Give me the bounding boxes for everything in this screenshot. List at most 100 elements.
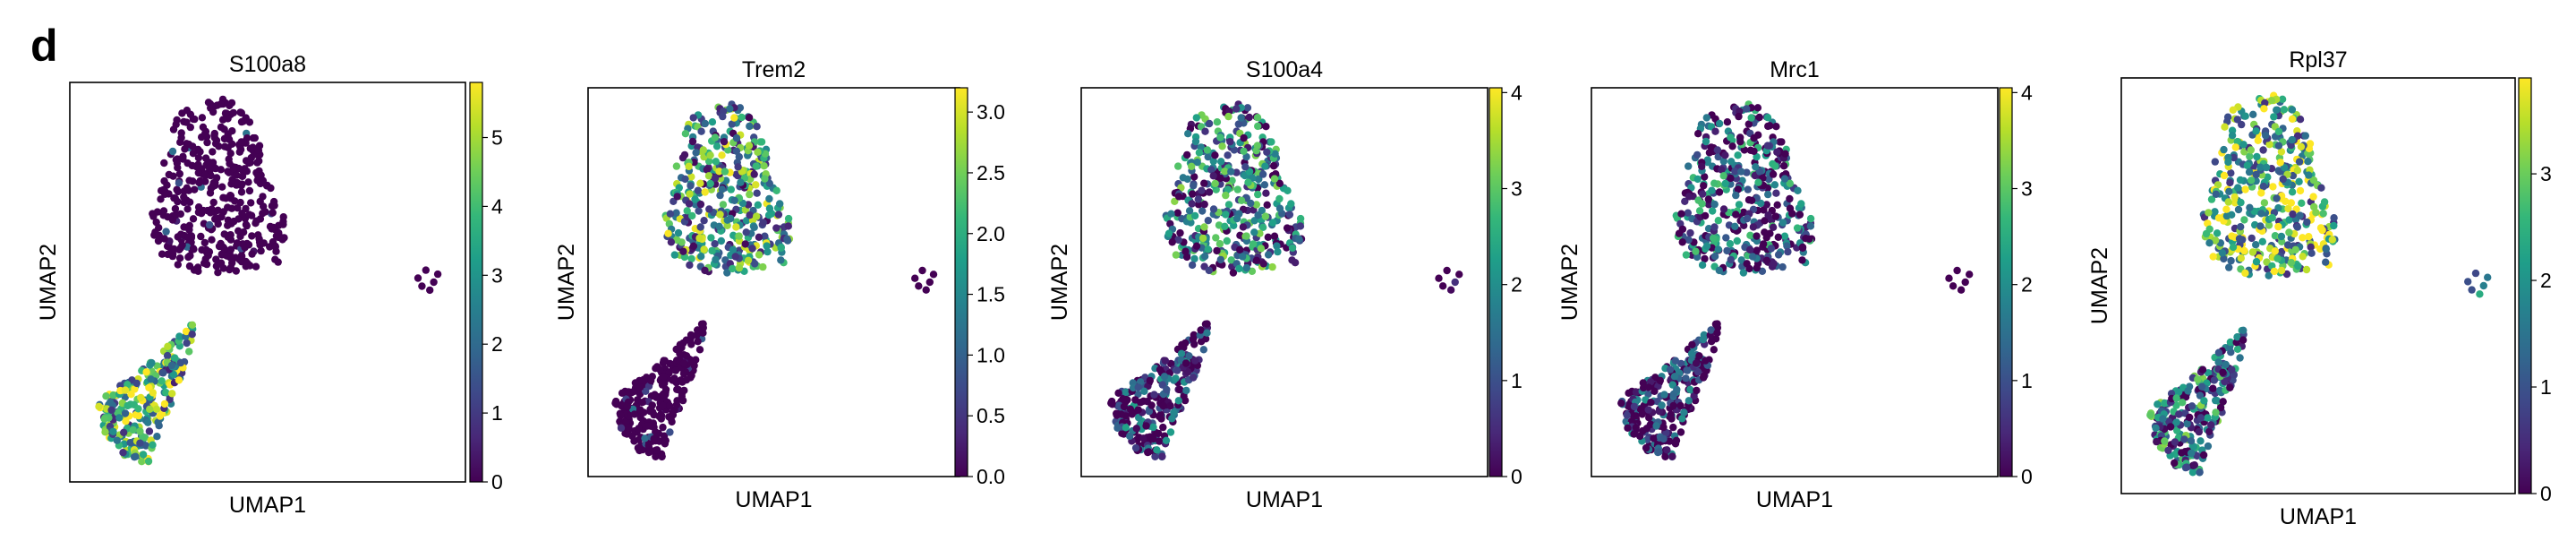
data-point [2236, 176, 2245, 185]
data-point [1254, 175, 1263, 184]
data-point [2228, 211, 2236, 219]
data-point [2221, 123, 2229, 131]
data-point [667, 415, 675, 423]
data-point [175, 332, 183, 340]
data-point [1168, 238, 1176, 246]
data-point [2468, 286, 2476, 294]
data-point [1160, 373, 1169, 381]
data-point [1161, 357, 1170, 365]
data-point [1710, 200, 1719, 209]
data-point [772, 186, 780, 194]
data-point [625, 424, 633, 432]
data-point [205, 220, 214, 229]
data-point [2270, 267, 2279, 276]
data-point [1134, 406, 1142, 414]
data-point [1190, 182, 1198, 190]
data-point [1173, 209, 1182, 217]
data-point [1762, 256, 1771, 264]
data-point [1715, 188, 1724, 196]
data-point [1673, 385, 1681, 394]
data-point [1213, 246, 1221, 255]
data-point [718, 151, 726, 159]
data-point [2219, 398, 2227, 406]
data-point [1753, 104, 1762, 112]
data-point [2209, 253, 2217, 261]
data-point [1698, 200, 1706, 208]
data-point [1704, 195, 1713, 203]
data-point [635, 425, 643, 433]
y-axis-label: UMAP2 [554, 244, 579, 321]
data-point [113, 436, 121, 444]
data-point [226, 263, 235, 271]
data-point [160, 400, 169, 408]
data-point [644, 422, 652, 430]
data-point [2210, 376, 2219, 384]
data-point [1197, 326, 1205, 334]
data-point [1681, 197, 1689, 205]
data-point [2234, 205, 2243, 214]
data-point [2322, 258, 2330, 266]
data-point [1753, 263, 1761, 272]
data-point [1146, 376, 1155, 385]
data-point [2305, 144, 2314, 152]
data-point [166, 395, 174, 404]
data-point [1764, 175, 1773, 184]
data-point [1190, 211, 1199, 220]
data-point [228, 176, 236, 184]
data-point [753, 189, 761, 197]
data-point [646, 408, 654, 416]
cluster-top [1162, 100, 1306, 277]
data-point [2205, 427, 2213, 435]
data-point [1769, 170, 1778, 178]
data-point [1778, 262, 1787, 271]
data-point [1702, 114, 1711, 122]
data-point [1295, 235, 1303, 243]
data-point [1253, 142, 1262, 150]
data-point [1156, 437, 1164, 445]
data-point [1702, 137, 1710, 146]
data-point [2284, 241, 2292, 249]
data-point [190, 266, 199, 274]
data-point [2195, 427, 2203, 436]
data-point [2224, 198, 2232, 206]
data-point [1753, 232, 1761, 240]
data-point [700, 245, 708, 254]
data-point [1190, 331, 1198, 339]
data-point [2229, 106, 2237, 115]
data-point [1669, 401, 1677, 410]
data-point [2263, 258, 2271, 266]
data-point [2296, 211, 2304, 219]
data-point [704, 157, 713, 166]
data-point [1261, 212, 1270, 220]
data-point [1784, 247, 1792, 256]
data-point [154, 418, 162, 426]
data-point [1737, 256, 1745, 264]
data-point [169, 370, 178, 379]
data-point [1771, 212, 1780, 220]
data-point [109, 391, 117, 400]
data-point [665, 401, 674, 410]
data-point [2227, 256, 2235, 265]
data-point [1774, 233, 1783, 241]
data-point [2234, 184, 2242, 192]
data-point [1240, 133, 1248, 142]
cluster-right-small [1435, 266, 1463, 294]
data-point [1158, 452, 1166, 460]
data-point [1209, 157, 1218, 166]
data-point [1151, 452, 1159, 460]
data-point [1203, 320, 1211, 328]
data-point [687, 182, 695, 190]
data-point [1137, 399, 1145, 407]
data-point [115, 414, 124, 422]
data-point [765, 179, 773, 187]
data-point [229, 108, 237, 117]
data-point [192, 162, 200, 171]
data-point [1217, 158, 1225, 166]
data-point [2316, 224, 2325, 232]
data-point [185, 348, 193, 356]
data-point [2181, 393, 2190, 401]
data-point [1957, 286, 1966, 294]
data-point [257, 246, 265, 255]
data-point [1709, 207, 1717, 215]
data-point [159, 207, 168, 215]
